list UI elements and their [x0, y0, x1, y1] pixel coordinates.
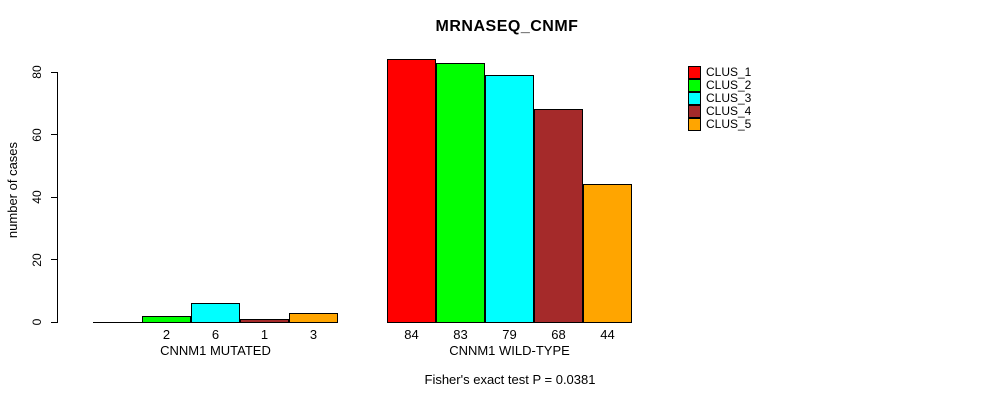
- bar-value-label: 3: [309, 327, 318, 342]
- y-tick-label-80: 80: [30, 65, 44, 79]
- legend-item-clus-3: CLUS_3: [688, 91, 752, 105]
- bar-value-label: 6: [211, 327, 220, 342]
- bar-value-label: 79: [502, 327, 517, 342]
- bar-clus-1-cnnm1-wild-type: [387, 59, 436, 323]
- bar-clus-2-cnnm1-mutated: [142, 316, 191, 323]
- bar-clus-3-cnnm1-wild-type: [485, 75, 534, 323]
- legend-swatch-icon: [688, 65, 701, 79]
- legend: CLUS_1 CLUS_2 CLUS_3 CLUS_4 CLUS_5: [688, 65, 752, 131]
- legend-swatch-icon: [688, 104, 701, 118]
- bar-value-label: 1: [260, 327, 269, 342]
- bar-clus-5-cnnm1-mutated: [289, 313, 338, 323]
- bar-value-label: 44: [600, 327, 615, 342]
- legend-item-clus-2: CLUS_2: [688, 78, 752, 92]
- legend-swatch-icon: [688, 78, 701, 92]
- legend-swatch-icon: [688, 91, 701, 105]
- legend-item-clus-1: CLUS_1: [688, 65, 752, 79]
- y-tick-60: [51, 134, 58, 135]
- legend-swatch-icon: [688, 117, 701, 131]
- y-tick-label-40: 40: [30, 190, 44, 204]
- y-tick-label-0: 0: [30, 318, 44, 326]
- group-label-cnnm1-mutated: CNNM1 MUTATED: [160, 343, 271, 358]
- y-tick-20: [51, 259, 58, 260]
- y-tick-label-20: 20: [30, 252, 44, 267]
- y-tick-label-60: 60: [30, 127, 44, 142]
- bar-clus-2-cnnm1-wild-type: [436, 63, 485, 323]
- legend-label: CLUS_4: [706, 104, 752, 118]
- chart-title: MRNASEQ_CNMF: [435, 18, 579, 35]
- y-axis-line: [57, 72, 58, 323]
- bar-clus-3-cnnm1-mutated: [191, 303, 240, 323]
- bar-clus-5-cnnm1-wild-type: [583, 184, 632, 323]
- bar-value-label: 83: [453, 327, 468, 342]
- legend-item-clus-4: CLUS_4: [688, 104, 752, 118]
- legend-label: CLUS_2: [706, 78, 752, 92]
- legend-item-clus-5: CLUS_5: [688, 117, 752, 131]
- legend-label: CLUS_5: [706, 117, 752, 131]
- bar-clus-1-cnnm1-mutated: [93, 322, 142, 323]
- legend-label: CLUS_1: [706, 65, 752, 79]
- bar-value-label: 2: [162, 327, 171, 342]
- legend-label: CLUS_3: [706, 91, 752, 105]
- y-tick-40: [51, 196, 58, 198]
- bar-clus-4-cnnm1-mutated: [240, 319, 289, 323]
- y-tick-0: [51, 321, 58, 323]
- y-axis-label: number of cases: [5, 141, 20, 239]
- bar-value-label: 68: [551, 327, 566, 342]
- bar-value-label: 84: [404, 327, 419, 342]
- group-label-cnnm1-wild-type: CNNM1 WILD-TYPE: [449, 343, 570, 358]
- caption: Fisher's exact test P = 0.0381: [424, 372, 596, 387]
- bar-clus-4-cnnm1-wild-type: [534, 109, 583, 323]
- y-tick-80: [51, 71, 58, 73]
